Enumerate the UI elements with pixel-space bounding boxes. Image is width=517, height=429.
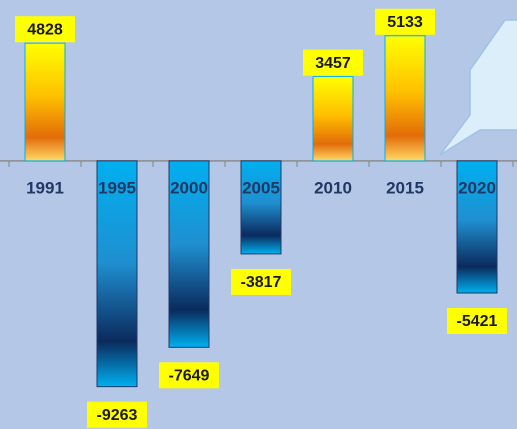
x-tick-label: 2015 bbox=[386, 178, 424, 197]
bar bbox=[240, 160, 282, 255]
value-label: 4828 bbox=[27, 21, 63, 38]
x-tick-label: 2005 bbox=[242, 178, 280, 197]
x-tick-label: 1995 bbox=[98, 178, 136, 197]
callout-shape bbox=[439, 19, 517, 156]
x-tick-label: 1991 bbox=[26, 178, 64, 197]
value-label-bg bbox=[15, 16, 75, 43]
value-label: -5421 bbox=[457, 313, 498, 330]
bar bbox=[312, 76, 354, 162]
x-tick-label: 2010 bbox=[314, 178, 352, 197]
bar bbox=[24, 42, 66, 162]
bar bbox=[168, 160, 210, 348]
value-label: -7649 bbox=[169, 368, 210, 385]
value-label: 5133 bbox=[387, 14, 423, 31]
x-tick-label: 2000 bbox=[170, 178, 208, 197]
x-tick-label: 2020 bbox=[458, 178, 496, 197]
value-label-bg bbox=[303, 49, 363, 76]
value-label-bg bbox=[87, 401, 147, 428]
value-label-bg bbox=[447, 308, 507, 335]
value-label: -3817 bbox=[241, 274, 282, 291]
value-label-bg bbox=[231, 268, 291, 295]
value-label: 3457 bbox=[315, 55, 351, 72]
value-label: -9263 bbox=[97, 407, 138, 424]
value-label-bg bbox=[375, 8, 435, 35]
bar bbox=[96, 160, 138, 388]
value-label-bg bbox=[159, 362, 219, 389]
bar bbox=[456, 160, 498, 294]
bar bbox=[384, 35, 426, 162]
